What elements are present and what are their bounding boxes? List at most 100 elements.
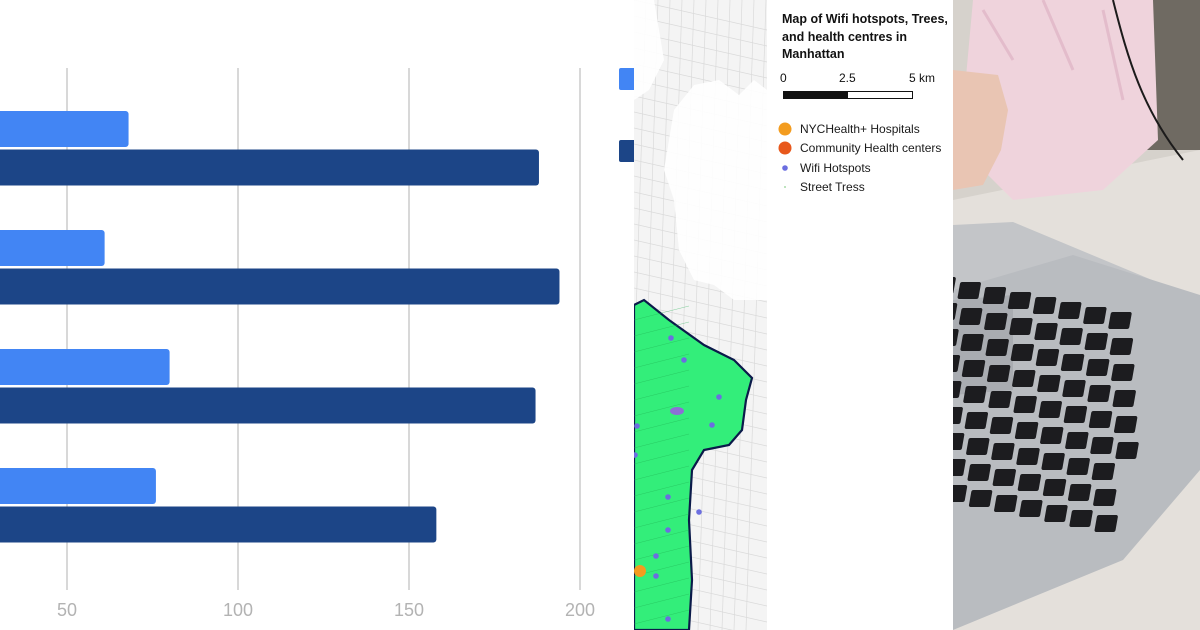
- sleeve-fold: [981, 0, 1125, 101]
- tree-street-line: [634, 513, 690, 529]
- keyboard-key: [953, 381, 962, 398]
- keyboard-key: [1016, 448, 1040, 465]
- keyboard-key: [984, 313, 1008, 330]
- tree-street-line: [634, 353, 690, 369]
- keyboard-key: [1019, 500, 1043, 517]
- keyboard-key: [1012, 370, 1036, 387]
- keyboard-key: [1059, 328, 1083, 345]
- scale-label-start: 0: [780, 71, 787, 85]
- keyboard-key: [1066, 458, 1090, 475]
- legend-label-community-health: Community Health centers: [800, 141, 942, 155]
- keyboard-key: [1086, 359, 1110, 376]
- legend-item-wifi: Wifi Hotspots: [775, 159, 871, 177]
- keyboard-key: [991, 443, 1015, 460]
- bar-series-2: [0, 268, 560, 305]
- keyboard-key: [1091, 463, 1116, 480]
- laptop-photo-illustration: [953, 0, 1200, 630]
- wifi-hotspot-dot: [696, 509, 702, 515]
- keyboard-key: [1111, 364, 1135, 381]
- bar-series-2: [0, 506, 437, 543]
- scale-label-mid: 2.5: [839, 71, 856, 85]
- keyboard-key: [1013, 396, 1037, 413]
- lake-shape: [670, 407, 684, 415]
- manhattan-map: [634, 0, 767, 630]
- keyboard-key: [1113, 416, 1138, 433]
- land-area: [664, 80, 767, 300]
- legend-key-swatch: [619, 68, 634, 90]
- keyboard-key: [1108, 312, 1132, 329]
- tree-street-line: [634, 593, 690, 609]
- tree-street-line: [634, 417, 690, 433]
- keyboard-key: [1063, 406, 1088, 423]
- keyboard-key: [982, 287, 1007, 304]
- large-circle-icon: [775, 120, 795, 138]
- keyboard-key: [1014, 422, 1039, 439]
- keyboard-key: [1058, 302, 1082, 319]
- scale-bar-black-segment: [784, 92, 848, 98]
- keyboard-key: [953, 485, 968, 502]
- keyboard-key: [1067, 484, 1092, 501]
- hand: [953, 70, 1008, 190]
- keyboard-key: [1007, 292, 1032, 309]
- tree-street-line: [634, 433, 690, 449]
- wifi-hotspot-dots: [634, 335, 722, 622]
- tree-street-line: [634, 401, 690, 417]
- keyboard-key: [1069, 510, 1093, 527]
- wifi-hotspot-dot: [709, 422, 715, 428]
- bar-series-1: [0, 468, 156, 504]
- legend-label-wifi: Wifi Hotspots: [800, 161, 871, 175]
- tree-street-line: [634, 465, 690, 481]
- bar-series-2: [0, 149, 539, 186]
- keyboard-key: [1044, 505, 1068, 522]
- tree-street-line: [634, 529, 690, 545]
- keyboard-key: [964, 412, 989, 429]
- keyboard-key: [1087, 385, 1111, 402]
- legend-item-hospitals: NYCHealth+ Hospitals: [775, 120, 920, 138]
- tree-street-line: [634, 497, 690, 513]
- keyboard-key: [988, 391, 1012, 408]
- legend-label-street-trees: Street Tress: [800, 180, 865, 194]
- manhattan-trees-area: [634, 298, 754, 630]
- bar-series-1: [0, 111, 129, 147]
- map-canvas: [634, 0, 767, 630]
- scale-bar: [783, 91, 913, 99]
- keyboard-key: [1115, 442, 1139, 459]
- legend-item-street-trees: Street Tress: [775, 178, 865, 196]
- keyboard-key: [1088, 411, 1113, 428]
- tiny-dot-icon: [775, 178, 795, 196]
- tree-street-line: [634, 337, 690, 353]
- wifi-hotspot-dot: [681, 357, 687, 363]
- keyboard-key: [968, 490, 993, 507]
- wifi-hotspot-dot: [665, 527, 671, 533]
- keyboard-key: [1009, 318, 1033, 335]
- keyboard-key: [1093, 489, 1117, 506]
- keyboard-key: [992, 469, 1016, 486]
- keyboard-key: [1060, 354, 1085, 371]
- wifi-hotspot-dot: [716, 394, 722, 400]
- keyboard-key: [957, 282, 981, 299]
- keyboard-key: [1035, 349, 1060, 366]
- tree-street-line: [634, 609, 690, 625]
- bar-series-1: [0, 230, 105, 266]
- keyboard-key: [1094, 515, 1118, 532]
- keyboard-key: [953, 459, 966, 476]
- keyboard-key: [1032, 297, 1057, 314]
- map-legend-panel: Map of Wifi hotspots, Trees, and health …: [767, 0, 953, 630]
- keyboard-key: [967, 464, 991, 481]
- tick-labels: 50 100 150 200: [57, 600, 595, 620]
- keyboard-key: [953, 355, 961, 372]
- tree-street-line: [634, 481, 690, 497]
- keyboard-key: [1038, 401, 1062, 418]
- wifi-hotspot-dot: [668, 335, 674, 341]
- keyboard-key: [1084, 333, 1108, 350]
- tree-street-line: [634, 449, 690, 465]
- tree-street-line: [634, 577, 690, 593]
- keyboard-key: [960, 334, 984, 351]
- keyboard-key: [1017, 474, 1042, 491]
- x-tick-label: 150: [394, 600, 424, 620]
- tree-street-line: [634, 385, 690, 401]
- scale-bar-white-segment: [848, 92, 912, 98]
- bar-chart: 50 100 150 200: [0, 68, 634, 620]
- hair-strand: [1112, 0, 1184, 161]
- keyboard-key: [1109, 338, 1134, 355]
